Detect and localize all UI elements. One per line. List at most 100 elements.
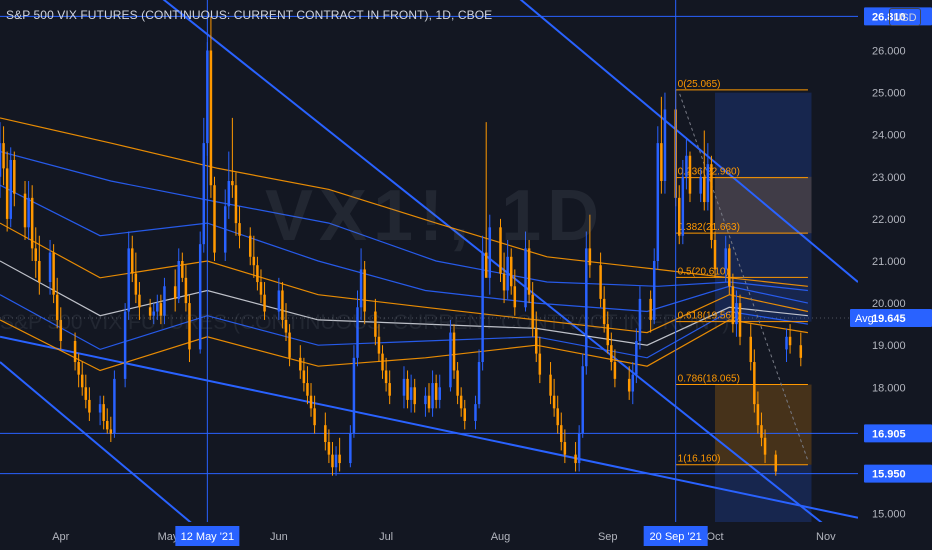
zone-stop [715,384,812,465]
candle-body [284,319,288,333]
candle-body [677,197,681,236]
fib-trend-line [679,93,809,461]
candle-body [749,336,753,363]
fib-level-label: 0.618(19.560) [678,311,740,322]
moving-average-line [0,117,808,287]
trendline[interactable] [375,0,859,283]
candle-body [299,357,302,371]
candle-body [599,265,602,299]
candle-body [177,261,181,299]
currency-button[interactable]: USD [889,8,921,26]
candle-body [506,256,509,291]
candle-body [488,227,492,278]
candle-body [731,286,735,325]
price-axis[interactable]: 15.00016.00017.00018.00019.00020.00021.0… [850,0,932,550]
time-tick-label: Jun [270,531,288,543]
candle-body [652,261,656,320]
candle-body [660,143,663,182]
candle-body [438,387,441,400]
candle-body [763,437,767,455]
candle-body [681,176,685,236]
candle-body [248,235,252,257]
candle-body [9,159,12,219]
price-level-badge[interactable] [864,464,932,483]
candle-body [413,387,416,405]
candle-body [59,319,63,341]
candle-body [52,252,55,295]
zone-target [715,92,812,278]
trendline[interactable] [0,361,250,550]
candle-body [799,345,803,358]
avg-price-badge[interactable] [850,309,932,328]
candle-body [356,307,359,358]
price-level-badge[interactable] [864,7,932,26]
trendline[interactable] [0,335,859,519]
symbol-watermark: VX1!, 1D [265,176,606,256]
candle-body [556,408,559,426]
candle-body [706,164,710,203]
candle-body [2,143,5,169]
candle-body [785,336,788,350]
candle-body [30,197,34,249]
candle-body [163,286,166,316]
price-badge-value: 26.810 [872,11,906,23]
candle-body [102,404,105,421]
candle-body [327,442,331,455]
description-watermark: S&P 500 VIX FUTURES (CONTINUOUS: CURRENT… [0,311,730,334]
candle-body [409,387,413,400]
candle-body [48,252,52,283]
time-axis-bg [0,522,932,550]
candle-body [127,248,130,312]
candle-body [456,370,459,396]
candle-body [577,433,581,464]
candle-body [427,395,431,409]
candle-body [431,383,434,409]
fib-level-label: 0.5(20.610) [678,266,729,277]
candle-body [0,143,2,177]
time-tick-label: Apr [52,531,69,543]
candle-body [502,273,506,291]
price-level-badge[interactable] [864,424,932,443]
candle-body [223,206,227,253]
price-badge-value: 19.645 [872,313,906,325]
price-tick-label: 19.000 [872,340,906,352]
crosshair-markers [206,0,677,522]
candle-body [123,311,127,379]
candle-body [481,252,484,363]
candle-body [88,399,91,413]
candle-body [685,155,688,177]
candle-body [384,370,388,384]
candle-body [688,155,692,194]
candle-body [80,374,84,388]
avg-badge-label: Avg [855,313,874,325]
fib-level-label: 1(16.160) [678,454,721,465]
candle-body [27,197,30,228]
candle-body [227,181,231,207]
candle-body [406,378,409,400]
candle-body [231,181,234,186]
price-tick-label: 22.000 [872,214,906,226]
candle-body [649,298,652,320]
price-axis-bg [858,0,932,550]
price-tick-label: 18.000 [872,382,906,394]
candle-body [73,340,77,363]
candle-body [148,307,152,316]
candle-body [388,383,391,396]
candle-body [463,408,467,421]
candle-body [138,294,141,308]
crosshair-date-badge [643,526,708,546]
candle-body [188,303,191,350]
candle-body [735,303,738,325]
candle-body [131,248,134,274]
trendline[interactable] [0,0,858,550]
candle-body [55,294,59,320]
candle-body [277,290,281,312]
time-axis[interactable]: Apr May Jun Jul Aug Sep Oct Nov 12 May '21 20 Sep… [0,522,932,550]
candle-body [513,286,517,308]
moving-average-line [0,260,808,346]
crosshair-date-label: 20 Sep '21 [650,531,702,543]
candle-body [560,425,563,443]
candle-body [574,454,577,464]
time-tick-label: Nov [816,531,836,543]
